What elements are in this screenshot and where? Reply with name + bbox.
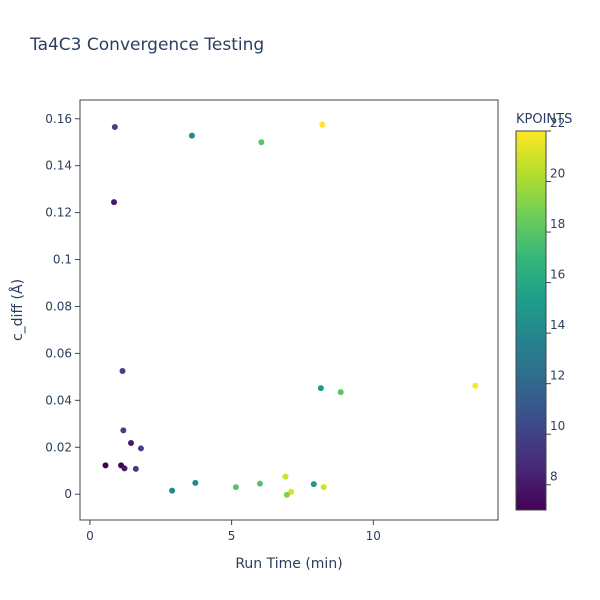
scatter-point [119, 368, 126, 375]
x-axis-label: Run Time (min) [235, 556, 342, 572]
x-tick-label: 0 [86, 529, 94, 543]
y-tick-label: 0.12 [45, 206, 72, 220]
y-tick-label: 0.16 [45, 112, 72, 126]
y-tick-label: 0.1 [53, 253, 72, 267]
scatter-point [283, 491, 290, 498]
scatter-point [192, 479, 199, 486]
y-axis-label: c_diff (Å) [9, 279, 26, 341]
colorbar-ticks: 8 10 12 14 16 18 20 22 [546, 116, 565, 486]
scatter-point [317, 385, 324, 392]
scatter-point [310, 481, 317, 488]
colorbar-tick-label: 16 [550, 268, 565, 282]
scatter-point [188, 132, 195, 139]
y-tick-label: 0.06 [45, 346, 72, 360]
scatter-point [132, 465, 139, 472]
scatter-point [121, 465, 128, 472]
x-axis-ticks: 0 5 10 [86, 520, 381, 543]
y-tick-label: 0.02 [45, 440, 72, 454]
chart-title: Ta4C3 Convergence Testing [29, 35, 264, 55]
scatter-point [282, 473, 289, 480]
colorbar-tick-label: 14 [550, 318, 565, 332]
x-tick-label: 5 [228, 529, 236, 543]
colorbar-title: KPOINTS [516, 112, 572, 127]
scatter-point [120, 427, 127, 434]
scatter-point [258, 139, 265, 146]
colorbar-gradient [515, 130, 547, 511]
scatter-point [128, 440, 135, 447]
y-tick-label: 0.08 [45, 299, 72, 313]
scatter-point [319, 121, 326, 128]
colorbar-tick-label: 8 [550, 470, 558, 484]
colorbar: KPOINTS 8 10 12 14 16 18 20 22 [515, 112, 572, 511]
scatter-point [111, 123, 118, 130]
scatter-point [472, 382, 479, 389]
y-tick-label: 0 [64, 487, 72, 501]
plot-area [79, 99, 499, 521]
data-points [102, 121, 479, 498]
scatter-point [111, 199, 118, 206]
scatter-point [256, 480, 263, 487]
y-tick-label: 0.04 [45, 393, 72, 407]
plot-frame [79, 99, 499, 521]
scatter-point [337, 389, 344, 396]
scatter-point [232, 484, 239, 491]
colorbar-tick-label: 12 [550, 369, 565, 383]
x-tick-label: 10 [366, 529, 381, 543]
colorbar-tick-label: 18 [550, 217, 565, 231]
colorbar-tick-label: 20 [550, 167, 565, 181]
scatter-point [320, 484, 327, 491]
scatter-point [288, 488, 295, 495]
colorbar-tick-label: 10 [550, 419, 565, 433]
scatter-point [102, 462, 109, 469]
scatter-point [169, 487, 176, 494]
colorbar-tick-label: 22 [550, 116, 565, 130]
y-axis-ticks: 0 0.02 0.04 0.06 0.08 0.1 0.12 0.14 0.16 [45, 112, 80, 501]
y-tick-label: 0.14 [45, 159, 72, 173]
scatter-point [137, 445, 144, 452]
